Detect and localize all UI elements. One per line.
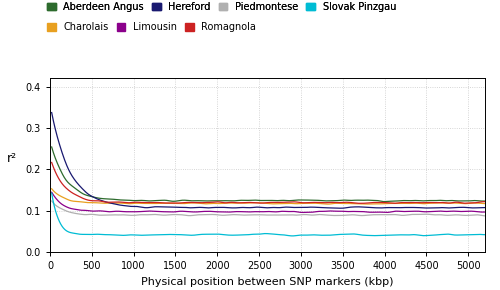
Legend: Aberdeen Angus, Hereford, Piedmontese, Slovak Pinzgau: Aberdeen Angus, Hereford, Piedmontese, S… (45, 0, 398, 14)
Legend: Charolais, Limousin, Romagnola: Charolais, Limousin, Romagnola (45, 20, 258, 34)
Y-axis label: r²: r² (6, 152, 17, 165)
X-axis label: Physical position between SNP markers (kbp): Physical position between SNP markers (k… (142, 277, 394, 287)
